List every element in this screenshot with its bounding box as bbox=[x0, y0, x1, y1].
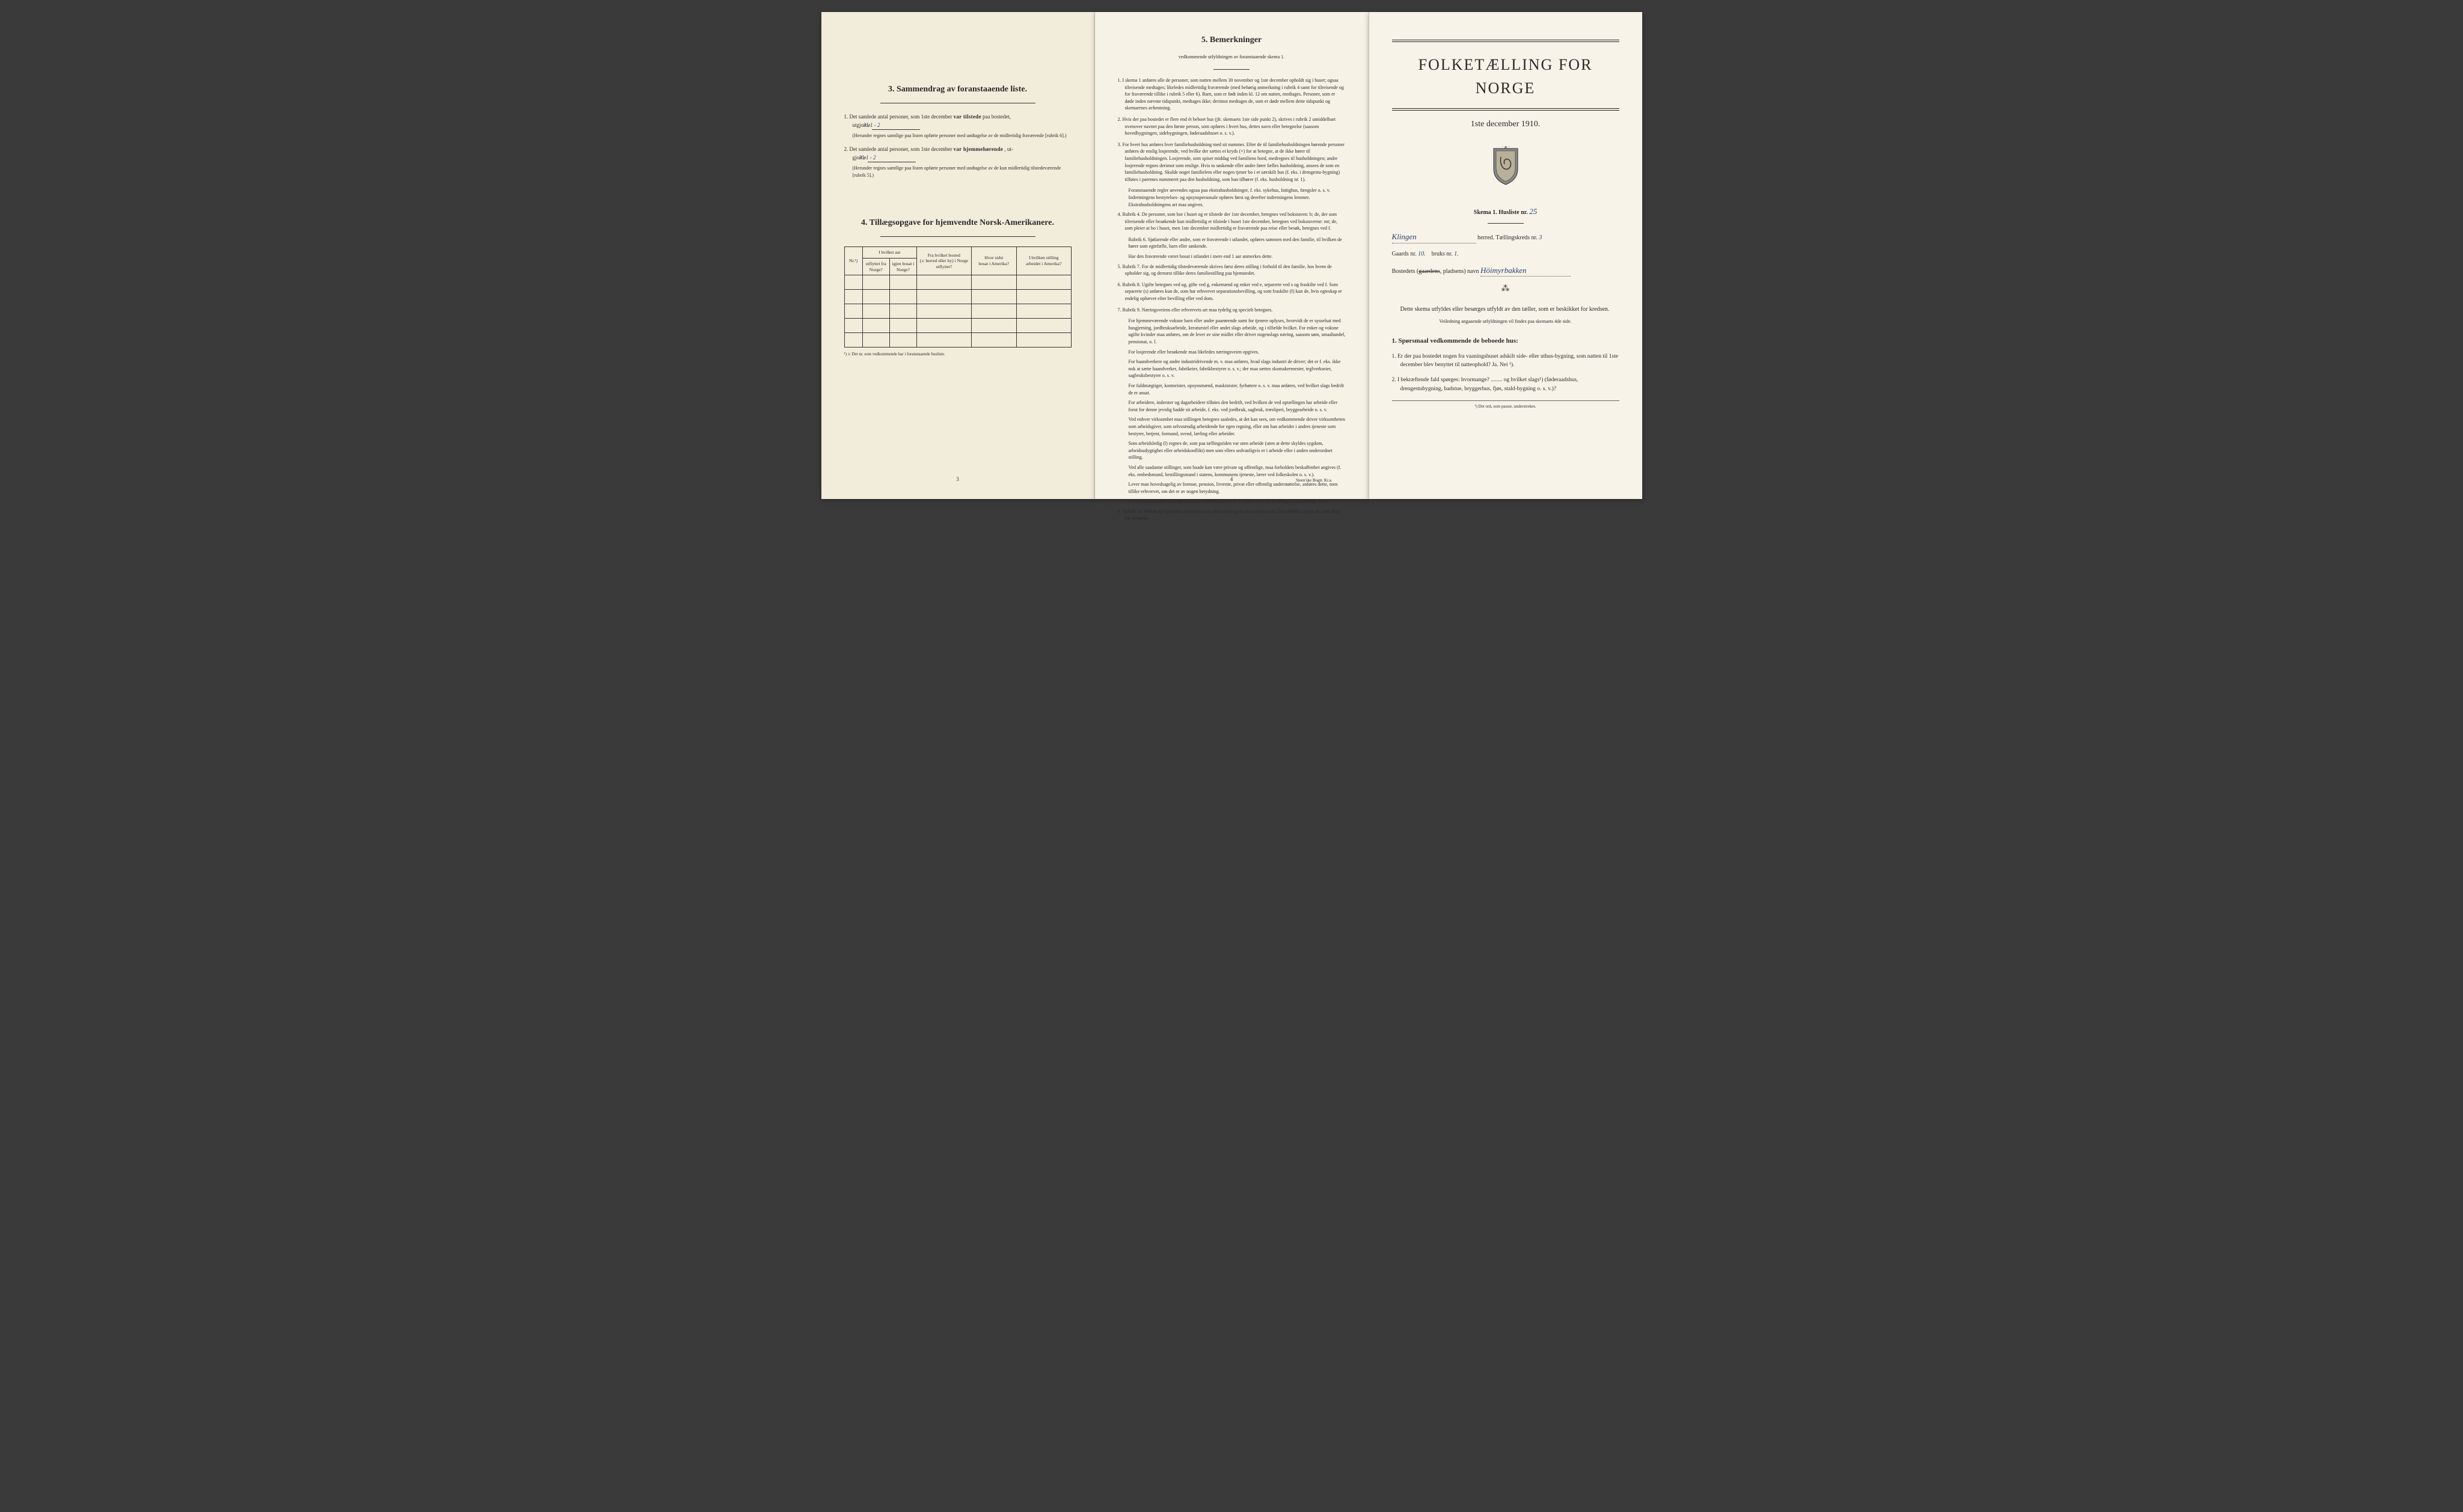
table-row bbox=[844, 290, 1071, 304]
skema-line: Skema 1. Husliste nr. 25 bbox=[1392, 206, 1619, 218]
remark-4b: Har den fraværende været bosat i utlande… bbox=[1118, 253, 1346, 260]
three-page-document: 3. Sammendrag av foranstaaende liste. 1.… bbox=[821, 12, 1642, 499]
table-row bbox=[844, 304, 1071, 319]
table-row bbox=[844, 319, 1071, 333]
remark-3a: Foranstaaende regler anvendes ogsaa paa … bbox=[1118, 187, 1346, 208]
table-footnote: ¹) ɔ: Det nr. som vedkommende har i fora… bbox=[844, 351, 1072, 358]
col-hvor: Hvor sidst bosat i Amerika? bbox=[971, 247, 1016, 275]
page-number: 3 bbox=[956, 476, 959, 484]
question-1: 1. Er der paa bostedet nogen fra vaaning… bbox=[1392, 352, 1619, 370]
remark-1: 1. I skema 1 anføres alle de personer, s… bbox=[1118, 77, 1346, 112]
section-5-heading: 5. Bemerkninger bbox=[1118, 34, 1346, 46]
divider bbox=[1488, 223, 1524, 224]
table-row bbox=[844, 275, 1071, 290]
bosted-line: Bostedets (gaardens, pladsens) navn Höim… bbox=[1392, 265, 1619, 277]
printer-credit: Steen'ske Bogtr. Kr.a. bbox=[1296, 477, 1333, 484]
remark-7j: Ved forhenværende næringsdrivende, embed… bbox=[1118, 498, 1346, 505]
intro-text: Dette skema utfyldes eller besørges utfy… bbox=[1392, 305, 1619, 314]
gaards-label: Gaards nr. bbox=[1392, 251, 1417, 257]
col-fra: Fra hvilket bosted (ɔ: herred eller by) … bbox=[917, 247, 971, 275]
summary-item-1: 1. Det samlede antal personer, som 1ste … bbox=[844, 113, 1072, 139]
text: paa bostedet, bbox=[983, 114, 1011, 120]
bruks-label: bruks nr. bbox=[1432, 251, 1453, 257]
herred-name: Klingen bbox=[1392, 231, 1476, 243]
table-row bbox=[844, 333, 1071, 347]
divider bbox=[1213, 69, 1250, 70]
bosted-name: Höimyrbakken bbox=[1480, 265, 1571, 277]
herred-label: herred. Tællingskreds nr. bbox=[1477, 234, 1538, 241]
page-3: 3. Sammendrag av foranstaaende liste. 1.… bbox=[821, 12, 1095, 499]
col-year: I hvilket aar bbox=[862, 247, 916, 259]
text: Bostedets ( bbox=[1392, 268, 1419, 275]
skema-label: Skema 1. Husliste nr. bbox=[1474, 209, 1528, 216]
remark-7d: For fuldmægtiger, kontorister, opsynsmæn… bbox=[1118, 382, 1346, 396]
section-4-heading: 4. Tillægsopgave for hjemvendte Norsk-Am… bbox=[844, 216, 1072, 229]
remark-3: 3. For hvert hus anføres hver familiehus… bbox=[1118, 141, 1346, 183]
cover-footnote: ¹) Det ord, som passer, understrekes. bbox=[1392, 400, 1619, 410]
questions-heading: 1. Spørsmaal vedkommende de beboede hus: bbox=[1392, 336, 1619, 346]
col-utflyttet: utflyttet fra Norge? bbox=[862, 258, 889, 275]
remark-4: 4. Rubrik 4. De personer, som bor i huse… bbox=[1118, 211, 1346, 232]
section-3-heading: 3. Sammendrag av foranstaaende liste. bbox=[844, 83, 1072, 96]
page-4: 5. Bemerkninger vedkommende utfyldningen… bbox=[1095, 12, 1369, 499]
col-nr: Nr.¹) bbox=[844, 247, 862, 275]
questions-section: 1. Spørsmaal vedkommende de beboede hus:… bbox=[1392, 336, 1619, 393]
census-title: FOLKETÆLLING FOR NORGE bbox=[1392, 53, 1619, 100]
remark-4a: Rubrik 6. Sjøfarende eller andre, som er… bbox=[1118, 236, 1346, 250]
page-1-cover: FOLKETÆLLING FOR NORGE 1ste december 191… bbox=[1369, 12, 1642, 499]
americans-table: Nr.¹) I hvilket aar Fra hvilket bosted (… bbox=[844, 246, 1072, 347]
col-stilling: I hvilken stilling arbeidet i Amerika? bbox=[1016, 247, 1071, 275]
text: , pladsens) navn bbox=[1440, 268, 1479, 275]
coat-of-arms-icon bbox=[1392, 146, 1619, 190]
remark-2: 2. Hvis der paa bostedet er flere end ét… bbox=[1118, 116, 1346, 137]
summary-item-2: 2. Det samlede antal personer, som 1ste … bbox=[844, 145, 1072, 179]
col-igjen: igjen bosat i Norge? bbox=[889, 258, 916, 275]
struck-text: gaardens bbox=[1419, 268, 1440, 275]
remark-7c: For haandverkere og andre industridriven… bbox=[1118, 358, 1346, 379]
remark-7g: Som arbeidsledig (l) regnes de, som paa … bbox=[1118, 440, 1346, 461]
remark-7b: For losjerende eller besøkende maa likel… bbox=[1118, 349, 1346, 356]
handwritten-value: 3 . 1 - 2 bbox=[868, 154, 916, 163]
text-bold: var hjemmehørende bbox=[954, 146, 1004, 152]
remark-7e: For arbeidere, inderster og dagarbeidere… bbox=[1118, 399, 1346, 413]
section-5-subtitle: vedkommende utfyldningen av foranstaaend… bbox=[1118, 54, 1346, 61]
kreds-nr: 3 bbox=[1539, 234, 1542, 241]
text-bold: var tilstede bbox=[954, 114, 981, 120]
husliste-nr: 25 bbox=[1529, 207, 1537, 216]
item-1-note: (Herunder regnes samtlige paa listen opf… bbox=[853, 132, 1072, 139]
text: 1. Det samlede antal personer, som 1ste … bbox=[844, 114, 952, 120]
text: 2. Det samlede antal personer, som 1ste … bbox=[844, 146, 952, 152]
bruks-nr: 1. bbox=[1454, 251, 1459, 257]
gaards-nr: 10. bbox=[1418, 251, 1426, 257]
herred-line: Klingen herred. Tællingskreds nr. 3 bbox=[1392, 231, 1619, 243]
divider bbox=[880, 236, 1035, 237]
intro-subtitle: Veiledning angaaende utfyldningen vil fi… bbox=[1392, 318, 1619, 325]
remark-7a: For hjemmeværende voksne barn eller andr… bbox=[1118, 317, 1346, 345]
item-2-note: (Herunder regnes samtlige paa listen opf… bbox=[853, 165, 1072, 179]
question-2: 2. I bekræftende fald spørges: hvormange… bbox=[1392, 376, 1619, 393]
census-date: 1ste december 1910. bbox=[1392, 118, 1619, 130]
handwritten-value: 3 . 1 - 2 bbox=[872, 121, 920, 130]
table-body bbox=[844, 275, 1071, 347]
remark-8: 8. Rubrik 14. Sinker og lignende aandssl… bbox=[1118, 508, 1346, 522]
remark-6: 6. Rubrik 8. Ugifte betegnes ved ug, gif… bbox=[1118, 281, 1346, 302]
remark-7f: Ved enhver virksomhet maa stillingen bet… bbox=[1118, 416, 1346, 437]
ornament-icon: ⁂ bbox=[1392, 283, 1619, 295]
remark-5: 5. Rubrik 7. For de midlertidig tilstede… bbox=[1118, 263, 1346, 277]
page-number: 4 bbox=[1230, 476, 1233, 484]
gaards-line: Gaards nr. 10. bruks nr. 1. bbox=[1392, 249, 1619, 259]
remark-7: 7. Rubrik 9. Næringsveiens eller erhverv… bbox=[1118, 307, 1346, 314]
text: , ut- bbox=[1004, 146, 1013, 152]
